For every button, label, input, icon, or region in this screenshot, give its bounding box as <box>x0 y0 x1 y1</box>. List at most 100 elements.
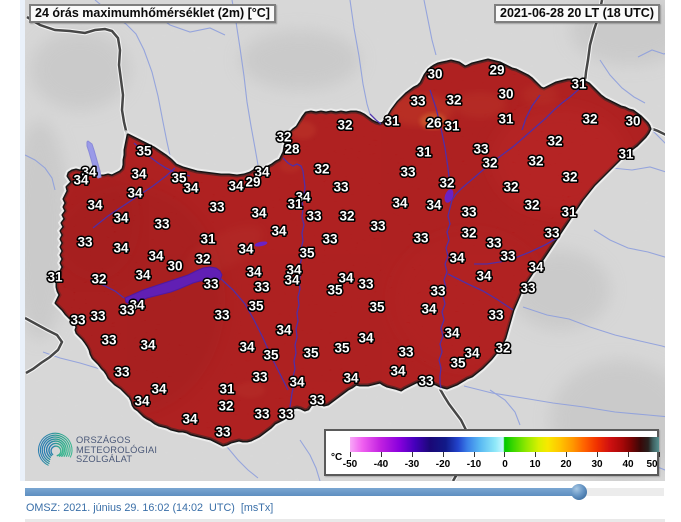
svg-text:32: 32 <box>195 252 210 267</box>
svg-text:34: 34 <box>449 251 465 266</box>
svg-text:29: 29 <box>245 175 260 190</box>
svg-text:34: 34 <box>343 371 359 386</box>
svg-text:32: 32 <box>461 226 476 241</box>
svg-text:30: 30 <box>427 67 442 82</box>
svg-text:34: 34 <box>113 241 129 256</box>
svg-text:34: 34 <box>239 340 255 355</box>
svg-text:34: 34 <box>284 273 300 288</box>
svg-text:32: 32 <box>562 170 577 185</box>
svg-text:33: 33 <box>398 345 414 360</box>
svg-text:31: 31 <box>498 112 514 127</box>
svg-text:34: 34 <box>338 271 354 286</box>
svg-text:33: 33 <box>410 94 426 109</box>
svg-text:34: 34 <box>183 181 199 196</box>
svg-text:32: 32 <box>482 156 497 171</box>
svg-text:32: 32 <box>339 209 354 224</box>
svg-text:35: 35 <box>369 300 385 315</box>
svg-text:33: 33 <box>370 219 386 234</box>
svg-text:31: 31 <box>200 232 216 247</box>
svg-text:35: 35 <box>303 346 319 361</box>
svg-text:33: 33 <box>254 280 270 295</box>
svg-text:35: 35 <box>327 283 343 298</box>
svg-text:34: 34 <box>251 206 267 221</box>
svg-text:33: 33 <box>119 303 135 318</box>
svg-text:33: 33 <box>70 313 86 328</box>
svg-text:31: 31 <box>287 197 303 212</box>
svg-text:35: 35 <box>248 299 264 314</box>
svg-text:31: 31 <box>384 114 400 129</box>
svg-text:34: 34 <box>238 242 254 257</box>
svg-text:34: 34 <box>476 269 492 284</box>
svg-text:33: 33 <box>309 393 325 408</box>
svg-text:34: 34 <box>421 302 437 317</box>
svg-text:35: 35 <box>450 356 466 371</box>
svg-text:34: 34 <box>81 165 97 180</box>
svg-text:33: 33 <box>306 209 322 224</box>
svg-text:32: 32 <box>528 154 543 169</box>
svg-text:31: 31 <box>618 147 634 162</box>
svg-text:34: 34 <box>73 173 89 188</box>
svg-text:33: 33 <box>430 284 446 299</box>
svg-text:33: 33 <box>215 425 231 440</box>
svg-text:33: 33 <box>333 180 349 195</box>
svg-text:34: 34 <box>134 394 150 409</box>
svg-text:31: 31 <box>561 205 577 220</box>
svg-text:34: 34 <box>444 326 460 341</box>
svg-text:30: 30 <box>167 259 182 274</box>
svg-text:31: 31 <box>571 77 587 92</box>
svg-text:33: 33 <box>358 277 374 292</box>
svg-text:32: 32 <box>547 134 562 149</box>
svg-text:31: 31 <box>219 382 235 397</box>
svg-text:33: 33 <box>254 407 270 422</box>
svg-text:31: 31 <box>416 145 432 160</box>
svg-text:35: 35 <box>263 348 279 363</box>
svg-text:34: 34 <box>148 249 164 264</box>
svg-text:34: 34 <box>464 346 480 361</box>
svg-text:33: 33 <box>400 165 416 180</box>
svg-text:34: 34 <box>129 298 145 313</box>
svg-text:33: 33 <box>486 236 502 251</box>
svg-text:33: 33 <box>488 308 504 323</box>
svg-text:34: 34 <box>295 190 311 205</box>
svg-text:30: 30 <box>625 114 640 129</box>
svg-text:34: 34 <box>271 224 287 239</box>
svg-text:33: 33 <box>500 249 516 264</box>
svg-text:35: 35 <box>299 246 315 261</box>
svg-text:34: 34 <box>135 268 151 283</box>
svg-text:33: 33 <box>520 281 536 296</box>
svg-text:26: 26 <box>426 116 442 131</box>
svg-text:33: 33 <box>203 277 219 292</box>
svg-text:34: 34 <box>390 364 406 379</box>
svg-text:33: 33 <box>154 217 170 232</box>
svg-text:34: 34 <box>254 165 270 180</box>
svg-text:34: 34 <box>140 338 156 353</box>
svg-text:33: 33 <box>544 226 560 241</box>
svg-text:32: 32 <box>337 118 352 133</box>
svg-text:28: 28 <box>284 142 300 157</box>
svg-text:35: 35 <box>171 171 187 186</box>
svg-text:32: 32 <box>276 130 291 145</box>
svg-text:33: 33 <box>114 365 130 380</box>
svg-text:33: 33 <box>77 235 93 250</box>
svg-text:32: 32 <box>524 198 539 213</box>
svg-text:30: 30 <box>498 87 513 102</box>
svg-text:32: 32 <box>446 93 461 108</box>
svg-text:33: 33 <box>278 407 294 422</box>
svg-text:34: 34 <box>528 260 544 275</box>
svg-text:32: 32 <box>91 272 106 287</box>
svg-text:34: 34 <box>426 198 442 213</box>
svg-text:34: 34 <box>358 331 374 346</box>
svg-text:33: 33 <box>473 142 489 157</box>
svg-text:35: 35 <box>136 144 152 159</box>
svg-text:32: 32 <box>218 399 233 414</box>
svg-text:34: 34 <box>289 375 305 390</box>
svg-text:32: 32 <box>495 341 510 356</box>
svg-text:32: 32 <box>314 162 329 177</box>
svg-text:34: 34 <box>87 198 103 213</box>
svg-text:33: 33 <box>214 308 230 323</box>
svg-text:34: 34 <box>276 323 292 338</box>
svg-text:33: 33 <box>461 205 477 220</box>
svg-text:34: 34 <box>286 263 302 278</box>
svg-text:34: 34 <box>228 179 244 194</box>
svg-text:34: 34 <box>392 196 408 211</box>
